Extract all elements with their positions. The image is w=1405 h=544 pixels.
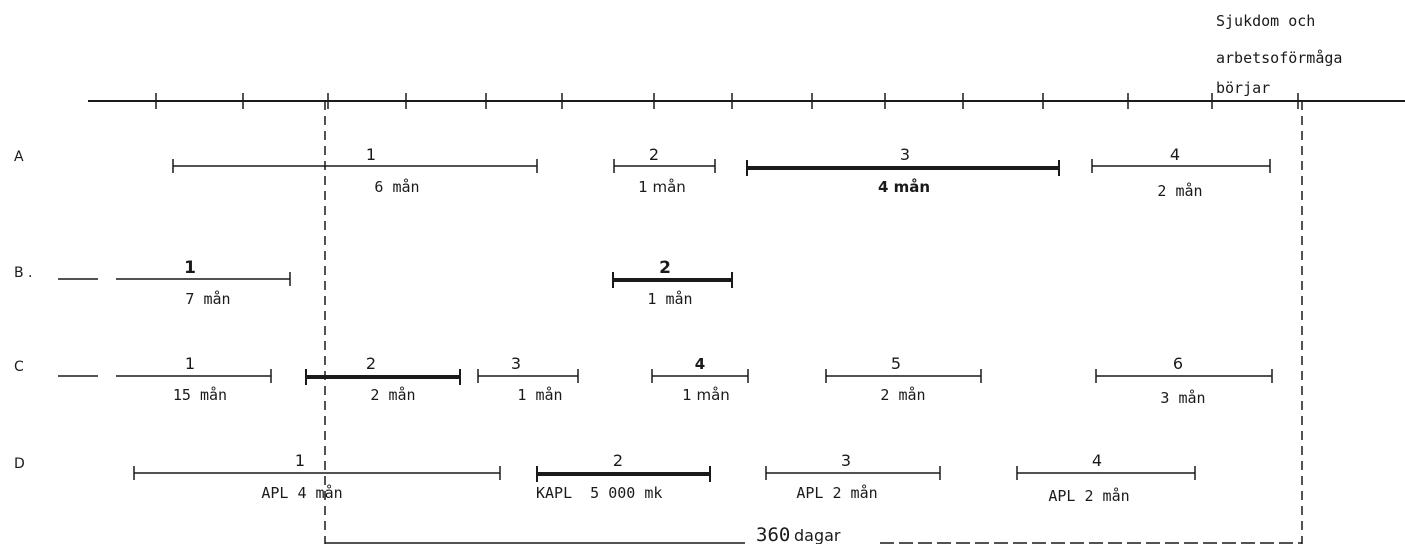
row-c-period-5-number: 5 xyxy=(891,354,901,373)
row-d-period-4-number: 4 xyxy=(1092,451,1102,470)
row-d-period-1-number: 1 xyxy=(295,451,305,470)
row-a-period-2-duration: 1 mån xyxy=(638,178,686,196)
row-d-period-3-duration: APL 2 mån xyxy=(796,484,877,502)
window-span-unit: dagar xyxy=(794,526,841,544)
row-c-period-5-duration: 2 mån xyxy=(880,386,925,404)
row-label-b: B . xyxy=(14,265,33,281)
row-a-period-2-number: 2 xyxy=(649,145,659,164)
row-c-period-3-duration: 1 mån xyxy=(517,386,562,404)
window-span-number: 360 xyxy=(756,524,790,544)
row-label-c: C xyxy=(14,359,24,375)
row-a-period-1-duration: 6 mån xyxy=(374,178,419,196)
row-c-period-6-number: 6 xyxy=(1173,354,1183,373)
row-a-period-4-number: 4 xyxy=(1170,145,1180,164)
row-d-period-2-number: 2 xyxy=(613,451,623,470)
time-axis-ticks xyxy=(155,93,1299,109)
row-b-period-2: 2 1 mån xyxy=(612,258,733,308)
row-d-period-3-number: 3 xyxy=(841,451,851,470)
row-d-period-1-duration: APL 4 mån xyxy=(261,484,342,502)
row-c-period-5: 5 2 mån xyxy=(825,354,982,404)
row-a-period-1-number: 1 xyxy=(366,145,376,164)
onset-note-line-3: börjar xyxy=(1216,79,1270,97)
row-c-period-3-number: 3 xyxy=(511,354,521,373)
row-label-d: D xyxy=(14,456,25,472)
row-a-period-3: 3 4 mån xyxy=(746,145,1060,196)
row-c-period-1-number: 1 xyxy=(185,354,195,373)
onset-note-line-1: Sjukdom och xyxy=(1216,12,1315,30)
row-c-period-2-number: 2 xyxy=(366,354,376,373)
row-b-period-1-duration: 7 mån xyxy=(185,290,230,308)
row-a-period-3-duration: 4 mån xyxy=(878,178,930,196)
row-a-period-2: 2 1 mån xyxy=(613,145,716,196)
row-d-period-2: 2 KAPL 5 000 mk xyxy=(536,451,711,502)
row-d-period-4-duration: APL 2 mån xyxy=(1048,487,1129,505)
row-a-period-4: 4 2 mån xyxy=(1091,145,1271,200)
row-d-period-4: 4 APL 2 mån xyxy=(1016,451,1196,505)
row-b-period-1: 1 7 mån xyxy=(116,258,291,308)
row-c-period-6-duration: 3 mån xyxy=(1160,389,1205,407)
row-b-period-2-duration: 1 mån xyxy=(647,290,692,308)
row-c-period-3: 3 1 mån xyxy=(477,354,579,404)
row-c-period-4: 4 1 mån xyxy=(651,355,749,404)
row-c-period-4-number: 4 xyxy=(695,355,705,373)
row-d-period-2-duration: KAPL 5 000 mk xyxy=(536,484,662,502)
row-a-period-1: 1 6 mån xyxy=(172,145,538,196)
row-c-period-2: 2 2 mån xyxy=(305,354,461,404)
onset-note-line-2: arbetsoförmåga xyxy=(1216,49,1342,67)
row-b-period-1-number: 1 xyxy=(184,258,196,278)
row-c-period-1: 1 15 mån xyxy=(116,354,272,404)
row-c-period-1-duration: 15 mån xyxy=(173,386,227,404)
row-c-period-2-duration: 2 mån xyxy=(370,386,415,404)
row-label-a: A xyxy=(14,149,24,165)
row-a-period-3-number: 3 xyxy=(900,145,910,164)
row-d-period-1: 1 APL 4 mån xyxy=(133,451,501,502)
row-c-period-4-duration: 1 mån xyxy=(682,386,730,404)
row-d-period-3: 3 APL 2 mån xyxy=(765,451,941,502)
row-a-period-4-duration: 2 mån xyxy=(1157,182,1202,200)
row-c-period-6: 6 3 mån xyxy=(1095,354,1273,407)
row-b-period-2-number: 2 xyxy=(659,258,671,278)
